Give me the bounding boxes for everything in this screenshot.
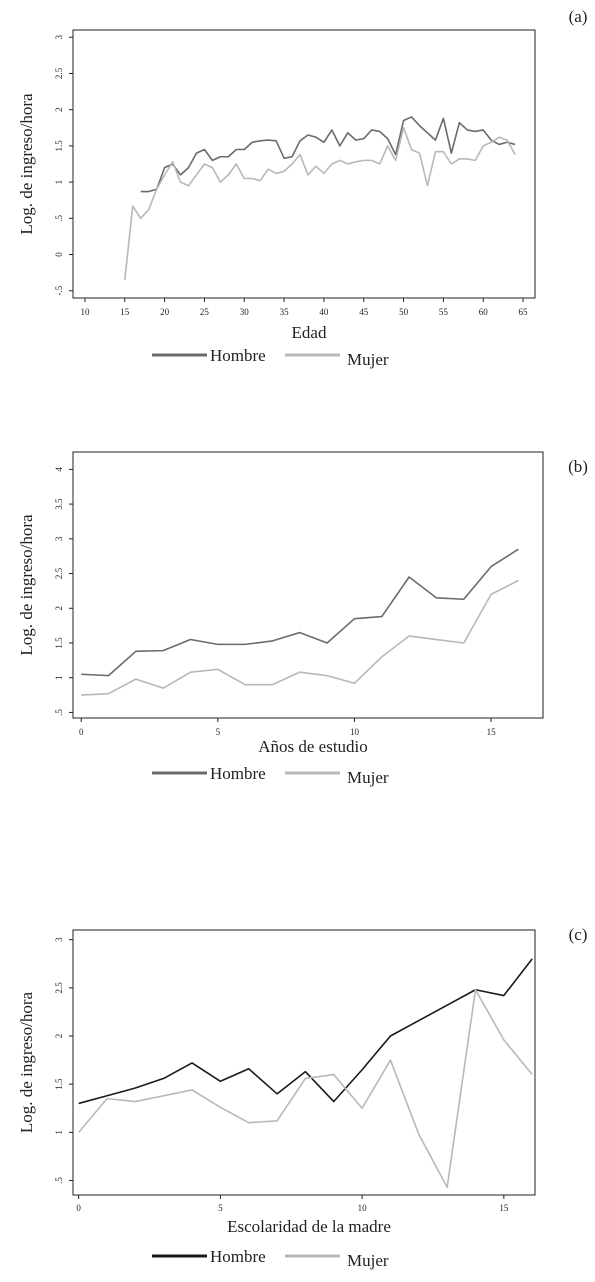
x-tick-label: 5 (218, 1203, 223, 1213)
x-tick-label: 50 (399, 307, 409, 317)
y-axis-label: Log. de ingreso/hora (17, 514, 36, 656)
legend-label: Mujer (347, 1251, 389, 1270)
x-tick-label: 55 (439, 307, 449, 317)
panel-label: (a) (569, 7, 588, 26)
y-tick-label: .5 (54, 1177, 64, 1184)
x-axis-label: Escolaridad de la madre (227, 1217, 391, 1236)
series-line (140, 116, 516, 193)
x-tick-label: 60 (479, 307, 489, 317)
y-tick-label: 1.5 (54, 637, 64, 649)
y-tick-label: 3 (54, 536, 64, 541)
y-tick-label: 3 (54, 34, 64, 39)
y-tick-label: 3 (54, 937, 64, 942)
y-tick-label: 1.5 (54, 140, 64, 152)
x-tick-label: 15 (487, 727, 497, 737)
y-tick-label: 4 (54, 467, 64, 472)
y-tick-label: 1 (54, 1130, 64, 1135)
plot-frame (72, 29, 536, 299)
y-tick-label: -.5 (54, 285, 64, 295)
legend-label: Hombre (210, 346, 266, 365)
x-tick-label: 20 (160, 307, 170, 317)
legend-label: Mujer (347, 350, 389, 369)
x-tick-label: 0 (79, 727, 84, 737)
legend-label: Hombre (210, 764, 266, 783)
y-tick-label: 1 (54, 675, 64, 680)
x-tick-label: 40 (319, 307, 329, 317)
x-tick-label: 15 (120, 307, 130, 317)
x-tick-label: 45 (359, 307, 369, 317)
panel-label: (b) (568, 457, 588, 476)
plot-frame (72, 451, 544, 719)
x-tick-label: 65 (519, 307, 529, 317)
x-axis-label: Edad (292, 323, 327, 342)
y-axis-label: Log. de ingreso/hora (17, 991, 36, 1133)
y-tick-label: 0 (54, 252, 64, 257)
y-tick-label: 2.5 (54, 567, 64, 579)
y-tick-label: 1.5 (54, 1078, 64, 1090)
x-tick-label: 30 (240, 307, 250, 317)
plot-frame (72, 929, 536, 1196)
y-tick-label: 2.5 (54, 67, 64, 79)
legend-label: Mujer (347, 768, 389, 787)
y-tick-label: 2 (54, 606, 64, 611)
x-tick-label: 10 (358, 1203, 368, 1213)
x-tick-label: 0 (76, 1203, 81, 1213)
legend-label: Hombre (210, 1247, 266, 1266)
x-tick-label: 35 (280, 307, 290, 317)
series-line (78, 958, 533, 1105)
y-axis-label: Log. de ingreso/hora (17, 93, 36, 235)
y-tick-label: .5 (54, 214, 64, 221)
y-tick-label: 2 (54, 1034, 64, 1039)
y-tick-label: 3.5 (54, 498, 64, 510)
panel-label: (c) (569, 925, 588, 944)
y-tick-label: 1 (54, 180, 64, 185)
x-tick-label: 15 (499, 1203, 509, 1213)
series-line (81, 579, 519, 696)
series-line (78, 988, 533, 1189)
x-tick-label: 10 (350, 727, 360, 737)
y-tick-label: .5 (54, 709, 64, 716)
series-line (123, 126, 516, 280)
x-tick-label: 5 (216, 727, 221, 737)
series-line (81, 548, 519, 677)
y-tick-label: 2.5 (54, 982, 64, 994)
x-tick-label: 10 (80, 307, 90, 317)
y-tick-label: 2 (54, 107, 64, 112)
x-tick-label: 25 (200, 307, 210, 317)
x-axis-label: Años de estudio (258, 737, 368, 756)
